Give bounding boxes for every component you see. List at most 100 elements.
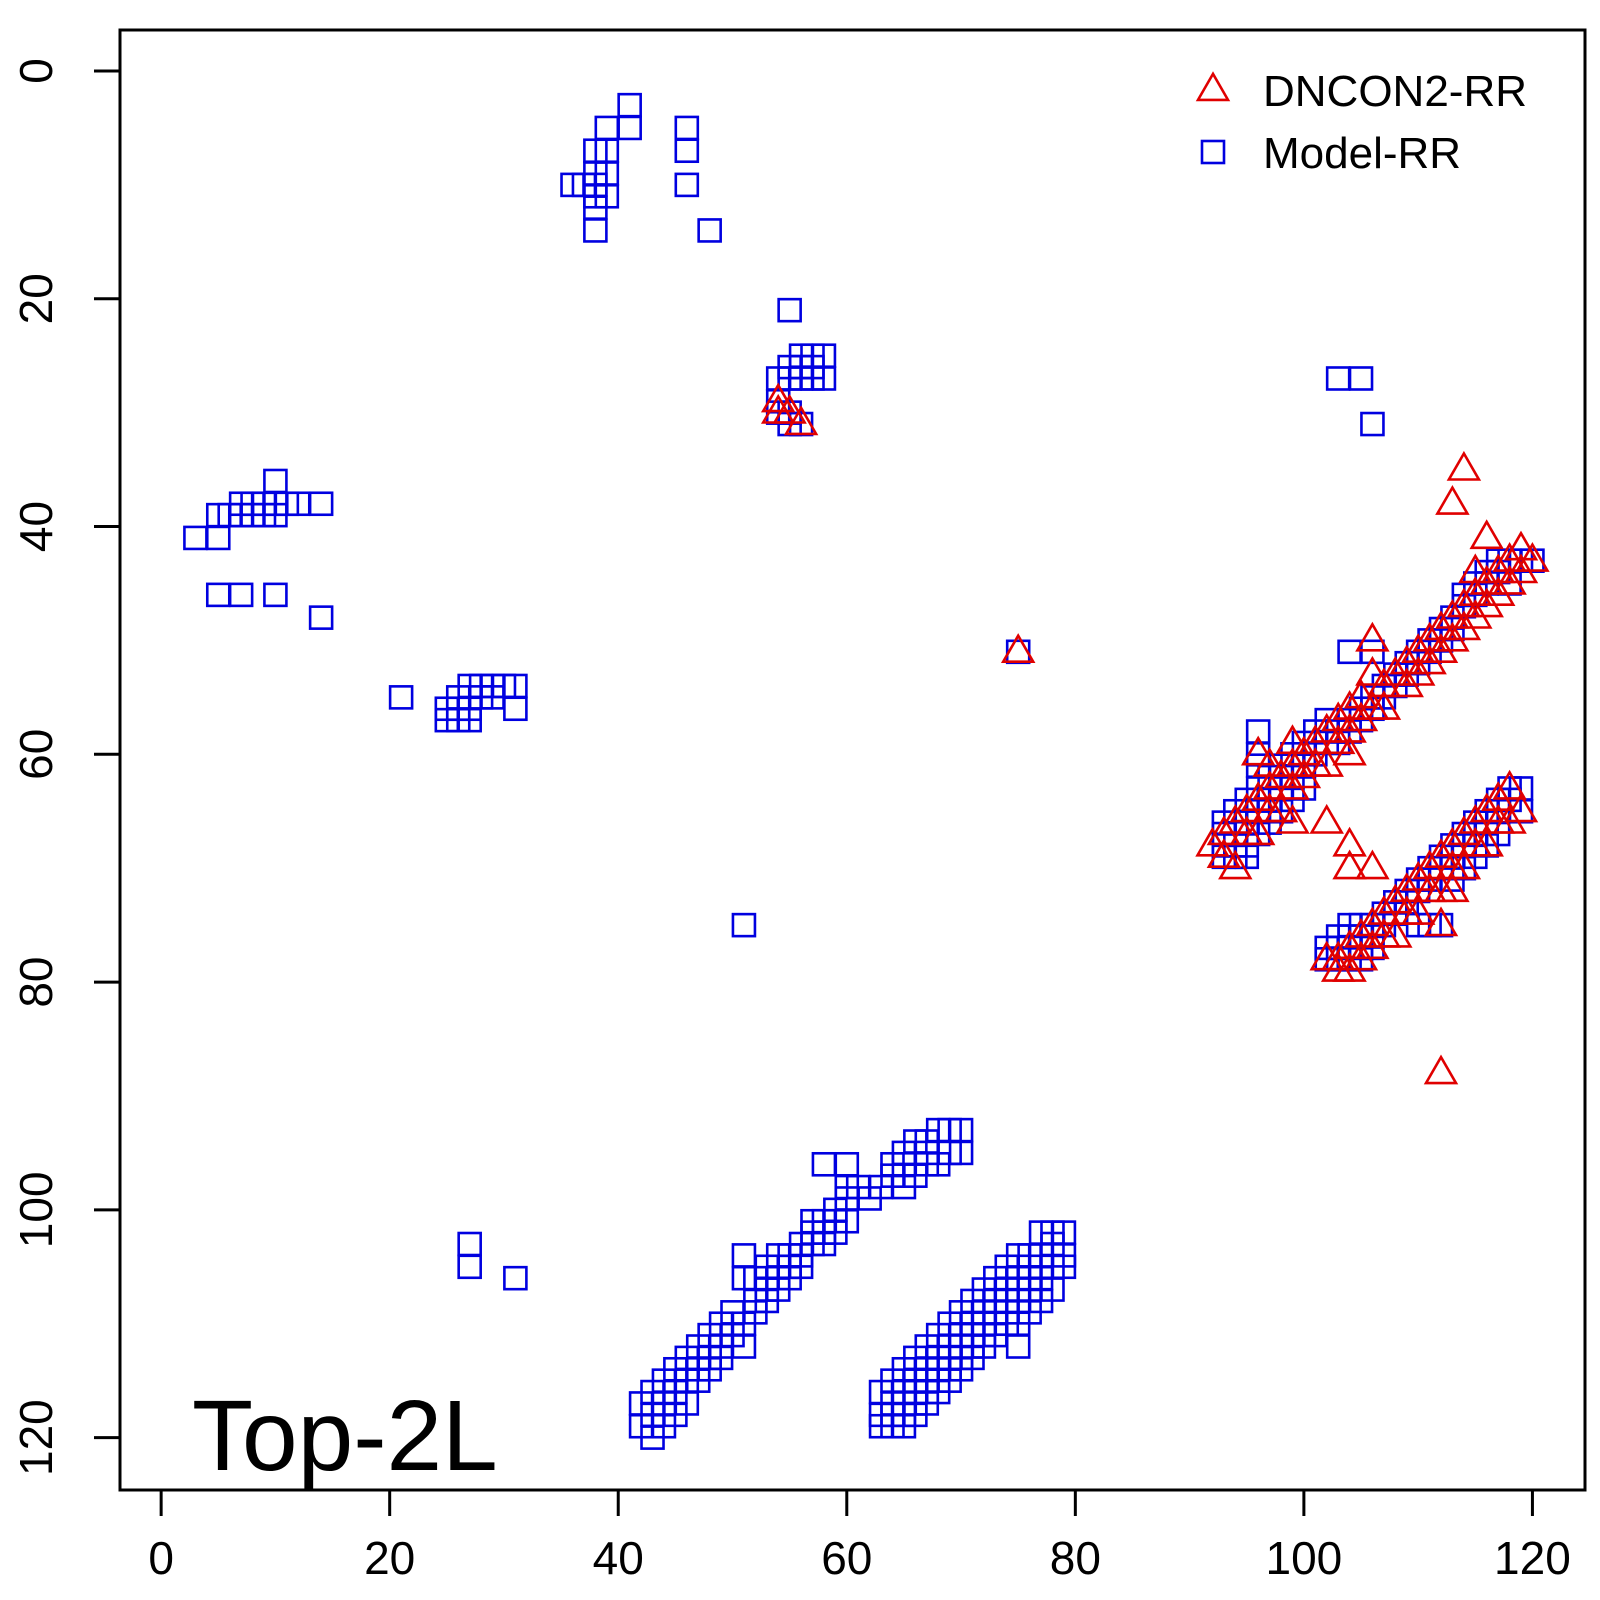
dncon2-rr-point [1469,587,1504,618]
model-rr-point [1040,1277,1065,1302]
model-rr-point [617,115,642,141]
model-rr-point [651,1413,677,1439]
dncon2-rr-point [1389,872,1424,903]
model-rr-point [674,115,700,141]
dncon2-rr-point [1492,769,1527,800]
x-tick-label: 80 [1050,1532,1101,1584]
model-rr-point [480,673,505,699]
dncon2-rr-point [1332,849,1367,880]
model-rr-point [823,1208,848,1234]
dncon2-rr-point [1435,598,1470,629]
x-tick-label: 0 [148,1532,174,1584]
dncon2-rr-point [1480,553,1516,584]
dncon2-rr-point [1343,940,1379,971]
dncon2-rr-point [1435,621,1470,652]
x-tick-label: 40 [593,1532,644,1584]
model-rr-point [811,1151,837,1177]
dncon2-rr-point [1423,838,1459,869]
x-tick-label: 100 [1266,1532,1343,1584]
y-tick-label: 20 [10,273,62,324]
dncon2-rr-point [1458,598,1493,629]
dncon2-rr-point [1389,644,1424,675]
dncon2-rr-point [1423,610,1459,641]
dncon2-rr-point [1446,849,1482,880]
dncon2-rr-point [1343,917,1379,948]
dncon2-rr-point [1400,633,1436,664]
dncon2-rr-point [1332,689,1367,720]
dncon2-rr-point [1423,633,1459,664]
y-tick-label: 60 [10,729,62,780]
legend-square-icon [1200,139,1226,165]
dncon2-rr-point [1229,792,1264,823]
model-rr-point [457,1254,482,1280]
dncon2-rr-point [1218,803,1253,834]
model-rr-point [697,218,722,243]
dncon2-rr-point [1332,735,1367,766]
dncon2-rr-point [1252,746,1287,777]
model-rr-point [617,92,642,118]
x-tick-label: 20 [364,1532,415,1584]
model-rr-point [1348,366,1374,391]
dncon2-rr-point [1286,735,1322,766]
model-rr-point [1005,639,1031,665]
model-rr-point [594,115,620,141]
dncon2-rr-point [1366,689,1402,720]
y-tick-label: 40 [10,501,62,552]
dncon2-rr-point [1515,541,1550,572]
dncon2-rr-point [1389,667,1424,698]
y-axis: 0 20 40 60 80 100 120 [10,58,122,1476]
dncon2-rr-point [1412,849,1447,880]
dncon2-rr-point [1355,621,1390,652]
dncon2-rr-point [1240,781,1276,812]
y-tick-label: 80 [10,956,62,1007]
data-points [183,92,1550,1450]
dncon2-rr-point [1458,553,1493,584]
dncon2-rr-point [1435,826,1470,857]
model-rr-point [777,297,802,323]
dncon2-rr-point [1469,792,1504,823]
dncon2-rr-point [1435,484,1470,515]
series-triangle [760,382,1550,1085]
model-rr-point [1234,844,1260,870]
y-tick-label: 0 [10,58,62,84]
model-rr-point [503,1265,528,1291]
model-rr-point [1005,1334,1031,1359]
dncon2-rr-point [1275,724,1310,755]
model-rr-point [263,582,288,608]
model-rr-point [708,1345,734,1371]
dncon2-rr-point [1206,838,1242,869]
x-axis: 0 20 40 60 80 100 120 [148,1488,1571,1584]
dncon2-rr-point [1298,724,1333,755]
dncon2-rr-point [1378,655,1413,686]
model-rr-point [731,1243,757,1268]
dncon2-rr-point [1378,883,1413,914]
dncon2-rr-point [1458,576,1493,607]
model-rr-point [880,1151,905,1177]
dncon2-rr-point [1412,621,1447,652]
legend-label: Model-RR [1263,129,1461,178]
dncon2-rr-point [1263,792,1299,823]
dncon2-rr-point [1366,894,1402,925]
dncon2-rr-point [760,382,796,413]
model-rr-point [1360,639,1385,665]
dncon2-rr-point [1275,769,1310,800]
dncon2-rr-point [1469,564,1504,595]
dncon2-rr-point [1378,917,1413,948]
dncon2-rr-point [760,393,796,424]
dncon2-rr-point [1240,815,1276,846]
model-rr-point [1485,821,1511,847]
dncon2-rr-point [1332,826,1367,857]
model-rr-point [1360,411,1385,437]
model-rr-point [914,1140,940,1166]
model-rr-point [674,138,700,164]
dncon2-rr-point [1400,860,1436,891]
dncon2-rr-point [1366,667,1402,698]
dncon2-rr-point [1469,826,1504,857]
dncon2-rr-point [1355,906,1390,937]
model-rr-point [205,582,231,608]
model-rr-point [183,525,208,551]
dncon2-rr-point [1206,815,1242,846]
dncon2-rr-point [1332,951,1367,982]
dncon2-rr-point [1458,803,1493,834]
dncon2-rr-point [1400,894,1436,925]
